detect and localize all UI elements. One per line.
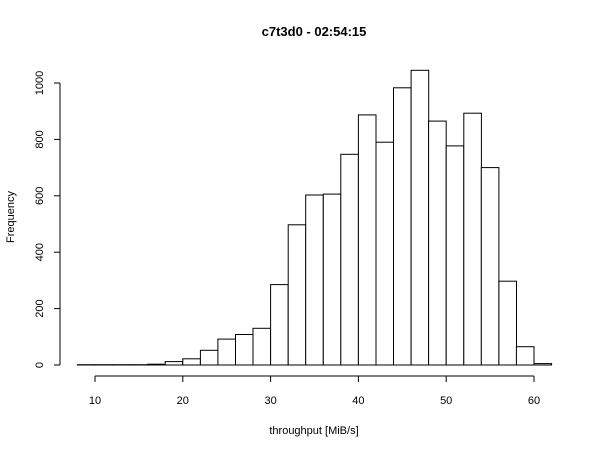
- histogram-bar: [463, 112, 482, 366]
- y-tick-label: 200: [34, 299, 46, 317]
- bars-group: [76, 69, 553, 366]
- y-tick-label: 600: [34, 187, 46, 205]
- histogram-bar: [375, 141, 395, 366]
- histogram-bar: [322, 193, 342, 366]
- x-axis-label: throughput [MiB/s]: [269, 425, 358, 437]
- chart-title: c7t3d0 - 02:54:15: [262, 24, 367, 39]
- y-tick-label: 0: [34, 362, 46, 368]
- y-axis-label: Frequency: [5, 191, 17, 243]
- histogram-bar: [147, 363, 166, 366]
- histogram-bar: [445, 145, 465, 366]
- histogram-bar: [164, 361, 184, 366]
- histogram-bar: [533, 363, 553, 366]
- histogram-bar: [305, 194, 324, 366]
- x-tick-label: 10: [89, 395, 101, 407]
- histogram-bar: [287, 224, 307, 366]
- histogram-bar: [498, 280, 517, 366]
- histogram-bar: [217, 338, 236, 366]
- x-tick-label: 20: [177, 395, 189, 407]
- histogram-bar: [480, 167, 500, 366]
- histogram-bar: [410, 69, 430, 366]
- x-tick-label: 30: [264, 395, 276, 407]
- x-tick-label: 60: [528, 395, 540, 407]
- histogram-bar: [340, 153, 359, 366]
- histogram-bar: [357, 114, 377, 366]
- x-tick-label: 40: [352, 395, 364, 407]
- histogram-bar: [235, 334, 254, 366]
- y-tick-label: 1000: [34, 71, 46, 95]
- y-tick-label: 400: [34, 243, 46, 261]
- x-tick-label: 50: [440, 395, 452, 407]
- histogram-bar: [393, 87, 412, 366]
- histogram-bar: [252, 327, 272, 366]
- y-axis: 0 200 400 600 800 1000: [34, 71, 61, 368]
- histogram-bar: [428, 120, 447, 366]
- y-tick-label: 800: [34, 130, 46, 148]
- histogram-bar: [270, 284, 289, 366]
- histogram-bar: [199, 349, 219, 366]
- histogram-bar: [515, 346, 535, 366]
- histogram-bar: [182, 358, 201, 366]
- x-axis: 10 20 30 40 50 60: [89, 375, 540, 407]
